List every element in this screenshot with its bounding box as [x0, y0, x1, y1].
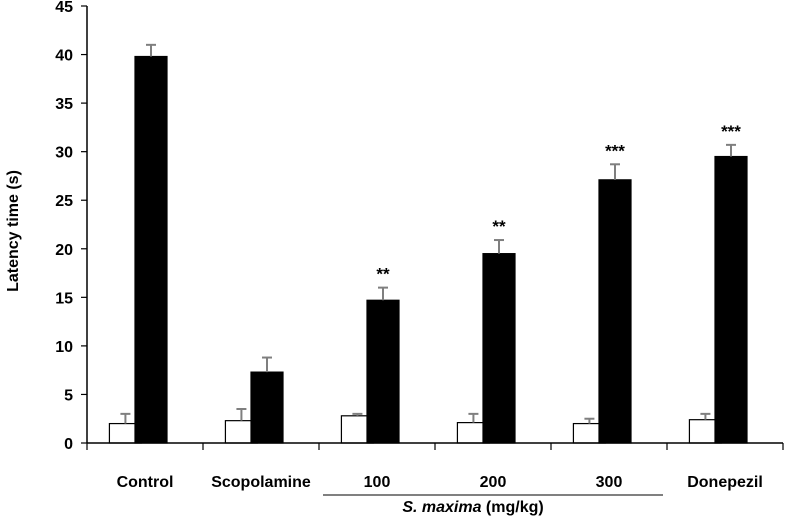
group-label: S. maxima (mg/kg) [402, 499, 543, 516]
bars-layer [108, 43, 748, 444]
significance-200: ** [492, 217, 506, 236]
axes-layer [81, 5, 784, 450]
category-label-scopolamine: Scopolamine [211, 474, 311, 491]
significance-100: ** [376, 265, 390, 284]
y-tick-label-25: 25 [55, 193, 73, 210]
y-tick-label-15: 15 [55, 290, 73, 307]
category-label-donepezil: Donepezil [687, 474, 763, 491]
y-axis-title: Latency time (s) [5, 170, 22, 292]
labels-layer: 0 5 10 15 20 25 30 35 40 45 Control Scopolamine ** 10… [55, 0, 763, 491]
category-label-control: Control [117, 474, 174, 491]
significance-300: *** [605, 141, 625, 160]
y-tick-label-20: 20 [55, 242, 73, 259]
y-tick-label-40: 40 [55, 48, 73, 65]
bar-donepezil-series-2 [714, 155, 748, 444]
group-label-prefix: S. maxima [402, 499, 481, 516]
y-tick-label-0: 0 [64, 436, 73, 453]
y-tick-label-45: 45 [55, 0, 73, 16]
group-label-suffix: (mg/kg) [481, 499, 543, 516]
y-tick-label-35: 35 [55, 96, 73, 113]
bar-200-series-2 [482, 253, 516, 444]
bar-100-series-2 [366, 299, 400, 444]
significance-donepezil: *** [721, 122, 741, 141]
bar-scopolamine-series-2 [250, 371, 284, 444]
category-label-300: 300 [596, 474, 623, 491]
y-tick-label-5: 5 [64, 387, 73, 404]
y-tick-label-30: 30 [55, 145, 73, 162]
bar-300-series-2 [598, 179, 632, 444]
bar-control-series-2 [134, 55, 168, 444]
category-label-200: 200 [480, 474, 507, 491]
y-tick-label-10: 10 [55, 339, 73, 356]
category-label-100: 100 [364, 474, 391, 491]
